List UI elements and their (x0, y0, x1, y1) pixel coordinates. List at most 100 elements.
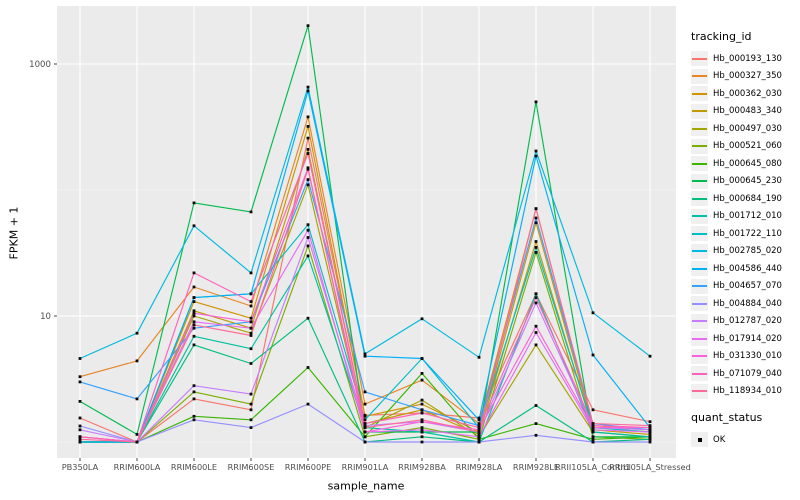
data-point (591, 408, 595, 412)
legend-key-swatch (691, 366, 708, 382)
x-tick-label: RRIM600PE (285, 462, 332, 472)
data-point (420, 398, 424, 402)
data-point (648, 437, 652, 441)
legend-key-swatch (691, 191, 708, 207)
legend-item-Hb_000521_060: Hb_000521_060 (691, 138, 799, 156)
legend-item-Hb_000645_230: Hb_000645_230 (691, 173, 799, 191)
data-point (591, 422, 595, 425)
data-point (477, 440, 481, 444)
data-point (420, 426, 424, 429)
data-point (534, 292, 538, 296)
data-point (363, 422, 367, 425)
legend-key-swatch (691, 121, 708, 137)
legend-item-Hb_000362_030: Hb_000362_030 (691, 85, 799, 103)
data-point (192, 314, 196, 318)
legend-item-Hb_000684_190: Hb_000684_190 (691, 190, 799, 208)
data-point (249, 362, 253, 365)
data-point (591, 424, 595, 427)
data-point (249, 408, 253, 412)
legend-key-swatch (691, 173, 708, 189)
data-point (363, 390, 367, 394)
data-point (420, 408, 424, 412)
data-point (249, 326, 253, 330)
data-point (249, 426, 253, 429)
data-point (249, 402, 253, 406)
data-point (306, 24, 310, 28)
data-point (534, 154, 538, 158)
y-tick-label: 10 (40, 312, 51, 322)
legend-item-Hb_004586_440: Hb_004586_440 (691, 260, 799, 278)
data-point (534, 240, 538, 243)
data-point (534, 296, 538, 299)
x-tick-label: RRII105LA_Control (555, 462, 631, 472)
legend-item-label: Hb_000497_030 (713, 123, 782, 134)
data-point (306, 228, 310, 232)
legend-item-label: Hb_002785_020 (713, 246, 782, 257)
data-point (306, 178, 310, 181)
data-point (648, 420, 652, 424)
data-point (591, 311, 595, 315)
x-tick-label: RRIM901LA (342, 462, 389, 472)
data-point (306, 223, 310, 227)
legend-item-label: Hb_031330_010 (713, 351, 782, 362)
data-point (420, 420, 424, 424)
data-point (306, 183, 310, 187)
x-tick-label: RRIM600LA (114, 462, 161, 472)
data-point (363, 414, 367, 418)
legend-item-Hb_001722_110: Hb_001722_110 (691, 225, 799, 243)
legend-key-swatch (691, 296, 708, 312)
legend-item-Hb_004657_070: Hb_004657_070 (691, 278, 799, 296)
data-point (420, 411, 424, 415)
legend-key-point (691, 432, 708, 448)
legend-key-swatch (691, 261, 708, 277)
data-point (78, 440, 82, 444)
data-point (78, 380, 82, 384)
data-point (306, 244, 310, 248)
legend-key-swatch (691, 51, 708, 67)
data-point (78, 435, 82, 439)
data-point (249, 347, 253, 351)
legend-title-tracking-id: tracking_id (691, 30, 752, 43)
data-point (192, 296, 196, 299)
data-point (363, 440, 367, 444)
data-point (534, 149, 538, 153)
data-point (648, 430, 652, 434)
data-point (420, 440, 424, 444)
data-point (534, 100, 538, 104)
data-point (78, 437, 82, 441)
data-point (591, 428, 595, 432)
data-point (591, 353, 595, 357)
data-point (249, 334, 253, 337)
legend-item-label: Hb_000483_340 (713, 106, 782, 117)
data-point (363, 424, 367, 427)
data-point (534, 246, 538, 249)
x-tick-label: RRII105LA_Stressed (609, 462, 691, 472)
data-point (192, 397, 196, 401)
legend-quant-status: quant_status OK (691, 411, 799, 449)
data-point (249, 320, 253, 324)
x-axis-title: sample_name (327, 479, 405, 493)
x-tick-label: RRIM928LA (456, 462, 503, 472)
data-point (477, 435, 481, 439)
legend-item-label: Hb_004586_440 (713, 263, 782, 274)
legend-key-swatch (691, 103, 708, 119)
data-point (363, 352, 367, 356)
data-point (477, 424, 481, 427)
legend-item-label: Hb_000193_130 (713, 53, 782, 64)
data-point (192, 320, 196, 324)
data-point (306, 167, 310, 171)
data-point (192, 343, 196, 347)
x-tick-label: RRIM600SE (228, 462, 275, 472)
data-point (306, 136, 310, 140)
data-point (78, 400, 82, 403)
legend-item-Hb_000645_080: Hb_000645_080 (691, 155, 799, 173)
data-point (648, 435, 652, 439)
data-point (534, 433, 538, 437)
data-point (534, 422, 538, 425)
legend-item-label: Hb_004884_040 (713, 298, 782, 309)
data-point (420, 378, 424, 382)
data-point (249, 418, 253, 422)
data-point (192, 334, 196, 338)
